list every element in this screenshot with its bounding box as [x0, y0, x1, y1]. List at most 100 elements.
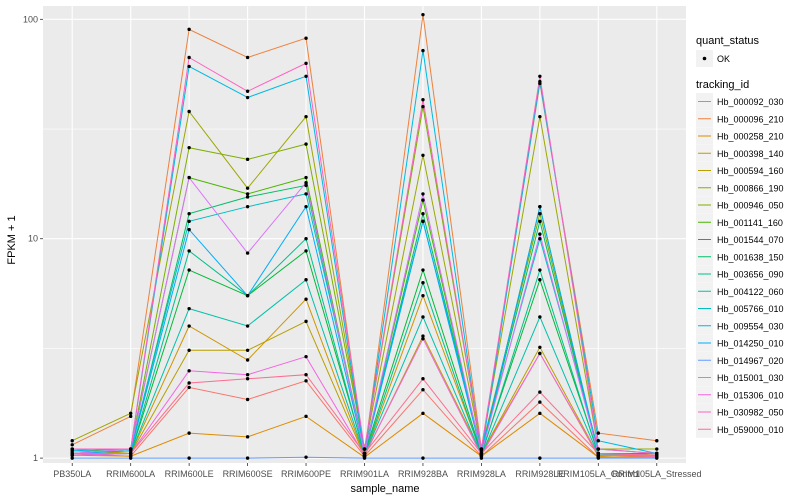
legend-label: Hb_003656_090	[717, 270, 784, 280]
data-point	[304, 319, 308, 324]
data-point	[304, 36, 308, 40]
data-point	[245, 397, 250, 402]
data-point	[421, 12, 425, 17]
data-point	[479, 447, 484, 451]
data-point	[245, 358, 250, 362]
data-point	[421, 411, 425, 416]
data-point	[538, 219, 542, 224]
data-point	[362, 451, 367, 456]
data-point	[245, 251, 250, 255]
x-axis-title: sample_name	[350, 483, 419, 495]
y-tick-label: 1	[33, 453, 38, 463]
legend-label: Hb_030982_050	[717, 408, 784, 418]
data-point	[304, 114, 308, 119]
x-tick-label: RRIM600LE	[165, 469, 214, 479]
data-point	[538, 79, 542, 84]
data-point	[538, 212, 542, 216]
data-point	[596, 451, 601, 456]
data-point	[655, 447, 659, 451]
data-point	[304, 183, 308, 188]
data-point	[362, 456, 367, 460]
data-point	[187, 249, 191, 253]
data-point	[245, 435, 250, 439]
data-point	[421, 293, 425, 298]
data-point	[538, 411, 542, 416]
data-point	[538, 237, 542, 241]
x-tick-label: RRIM105LA_Stressed	[612, 469, 702, 479]
data-point	[362, 447, 367, 451]
legend-label: Hb_001544_070	[717, 235, 784, 245]
data-point	[304, 61, 308, 66]
legend-label: Hb_001638_150	[717, 252, 784, 262]
data-point	[128, 414, 133, 419]
data-point	[187, 268, 191, 272]
data-point	[421, 334, 425, 338]
data-point	[421, 48, 425, 53]
legend-label: Hb_001141_160	[717, 218, 783, 228]
legend-label: Hb_015306_010	[717, 390, 784, 400]
legend-label: Hb_059000_010	[717, 425, 784, 435]
y-axis-title: FPKM + 1	[6, 215, 18, 264]
data-point	[421, 192, 425, 196]
data-point	[538, 278, 542, 282]
data-point	[421, 198, 425, 202]
data-point	[304, 175, 308, 180]
data-point	[421, 456, 425, 460]
data-point	[538, 390, 542, 394]
data-point	[304, 354, 308, 359]
data-point	[304, 204, 308, 209]
legend-label: Hb_000946_050	[717, 201, 784, 211]
data-point	[538, 351, 542, 356]
data-point	[187, 27, 191, 32]
data-point	[538, 345, 542, 349]
data-point	[245, 372, 250, 377]
legend-quant-status: quant_status OK	[696, 35, 759, 67]
data-point	[479, 451, 484, 456]
data-point	[596, 431, 601, 435]
legend-label: Hb_000096_210	[717, 114, 784, 124]
x-tick-label: PB350LA	[53, 469, 91, 479]
data-point	[479, 456, 484, 460]
data-point	[655, 439, 659, 443]
data-point	[304, 297, 308, 301]
data-point	[245, 348, 250, 353]
x-tick-label: RRIM600SE	[223, 469, 273, 479]
legend-label: Hb_000092_030	[717, 97, 784, 107]
legend-status-label: OK	[717, 54, 730, 64]
data-point	[187, 145, 191, 150]
legend-label: Hb_009554_030	[717, 321, 784, 331]
data-point	[538, 74, 542, 78]
data-point	[128, 456, 133, 460]
data-point	[187, 306, 191, 311]
data-point	[245, 293, 250, 298]
data-point	[596, 456, 601, 460]
data-point	[421, 337, 425, 341]
data-point	[421, 104, 425, 109]
y-axis: 1 10 100	[23, 14, 43, 463]
data-point	[421, 268, 425, 272]
data-point	[538, 315, 542, 319]
data-point	[187, 385, 191, 390]
data-point	[538, 232, 542, 236]
data-point	[304, 379, 308, 383]
legend-label: Hb_000594_160	[717, 166, 784, 176]
data-point	[245, 195, 250, 199]
legend-tracking-id: tracking_id Hb_000092_030 Hb_000096_210 Hb…	[696, 79, 784, 438]
data-point	[421, 315, 425, 319]
data-point	[187, 219, 191, 224]
data-point	[245, 377, 250, 381]
data-point	[245, 324, 250, 328]
data-point	[304, 237, 308, 241]
data-point	[421, 281, 425, 285]
data-point	[421, 98, 425, 102]
data-point	[304, 455, 308, 459]
data-point	[596, 447, 601, 451]
data-point	[304, 142, 308, 146]
data-point	[245, 204, 250, 209]
x-tick-label: RRIM928LA	[457, 469, 506, 479]
data-point	[187, 227, 191, 232]
legend-label: Hb_004122_060	[717, 287, 784, 297]
legend-label: Hb_014967_020	[717, 356, 784, 366]
data-point	[187, 109, 191, 114]
